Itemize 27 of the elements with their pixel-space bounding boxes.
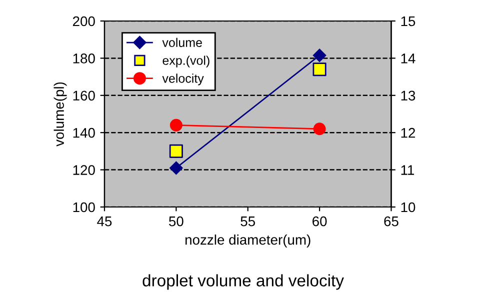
point xyxy=(312,62,326,76)
x-axis-title: nozzle diameter(um) xyxy=(185,234,310,248)
x-tick-label: 50 xyxy=(169,216,184,226)
x-tick-label: 55 xyxy=(240,216,256,226)
y-axis-title: volume(pl) xyxy=(54,82,67,146)
x-tick-label: 60 xyxy=(312,216,327,226)
point xyxy=(170,161,183,175)
y-tick-label: 100 xyxy=(73,202,95,212)
y2-tick-label: 11 xyxy=(401,165,414,175)
legend-label: velocity xyxy=(162,74,204,86)
y2-tick-label: 15 xyxy=(401,16,416,26)
y-tick-label: 140 xyxy=(73,128,95,138)
legend-label: exp.(vol) xyxy=(162,56,210,68)
y-tick-label: 180 xyxy=(73,54,95,64)
y2-tick-label: 14 xyxy=(401,54,416,64)
y2-tick-label: 12 xyxy=(401,128,416,138)
x-tick-label: 65 xyxy=(384,216,398,226)
y-tick-label: 160 xyxy=(73,90,95,101)
legend-label: volume xyxy=(162,38,202,48)
x-tick-label: 45 xyxy=(97,216,112,226)
y-tick-label: 200 xyxy=(72,16,95,26)
y2-tick-label: 13 xyxy=(401,90,416,101)
point xyxy=(169,144,183,158)
y2-tick-label: 10 xyxy=(401,202,416,212)
point xyxy=(312,48,326,62)
y-tick-label: 120 xyxy=(73,165,95,175)
text: droplet volume and velocity xyxy=(142,274,344,290)
